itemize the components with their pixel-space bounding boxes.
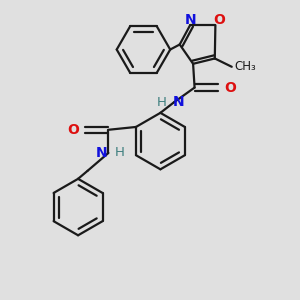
Text: H: H: [114, 146, 124, 160]
Text: N: N: [95, 146, 107, 160]
Text: N: N: [172, 95, 184, 110]
Text: CH₃: CH₃: [235, 60, 256, 73]
Text: N: N: [184, 13, 196, 27]
Text: O: O: [213, 13, 225, 27]
Text: O: O: [224, 81, 236, 94]
Text: O: O: [68, 123, 79, 137]
Text: H: H: [157, 96, 166, 109]
